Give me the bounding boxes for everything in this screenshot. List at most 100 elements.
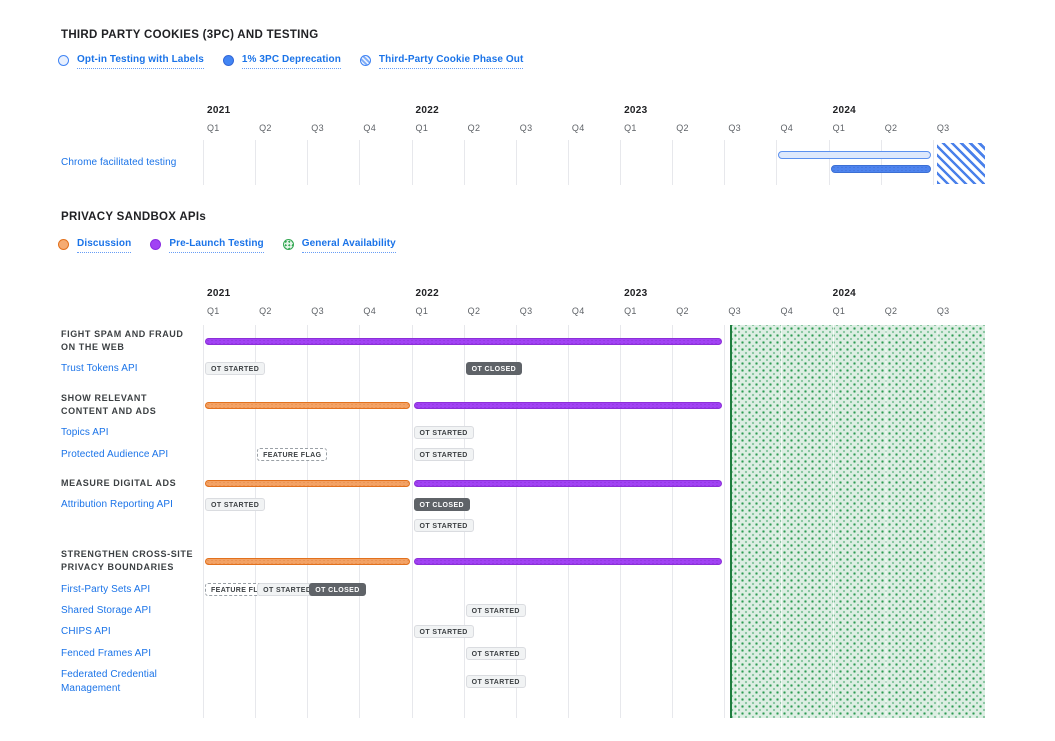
- row-api-link[interactable]: Fenced Frames API: [61, 647, 152, 659]
- row-api-link[interactable]: Chrome facilitated testing: [61, 156, 177, 168]
- row-api-link[interactable]: Shared Storage API: [61, 604, 152, 616]
- milestone-badge: OT STARTED: [465, 647, 526, 660]
- row-api-link[interactable]: Topics API: [61, 426, 109, 438]
- pre-launch-swatch-icon: [150, 238, 162, 250]
- legend-item-pre-launch-testing[interactable]: Pre-Launch Testing: [150, 238, 264, 253]
- gridline: [515, 140, 517, 185]
- axis-quarter-label: Q4: [780, 123, 794, 133]
- axis-quarter-label: Q4: [363, 123, 376, 133]
- gridline: [672, 140, 674, 185]
- milestone-badge: OT STARTED: [465, 675, 526, 688]
- legend-label: 1% 3PC Deprecation: [241, 54, 341, 69]
- general-availability-swatch-icon: [282, 238, 294, 250]
- gridline: [359, 325, 361, 718]
- axis-year-label: 2022: [415, 288, 439, 299]
- gantt-bar-solid-orange[interactable]: [205, 401, 410, 409]
- axis-quarter-label: Q1: [624, 306, 637, 316]
- milestone-badge: OT STARTED: [257, 583, 318, 596]
- legend-item-opt-in-testing[interactable]: Opt-in Testing with Labels: [58, 54, 204, 69]
- row-api-link[interactable]: Protected Audience API: [61, 448, 169, 460]
- gantt-chart-privacy-sandbox-apis: 2021 Q1 Q2 Q3 Q4 2022 Q1 Q2 Q3 Q4 2023 Q1 Q2 Q3 Q4 2024…: [0, 283, 1055, 728]
- gridline: [672, 325, 674, 718]
- opt-in-testing-swatch-icon: [58, 54, 69, 66]
- legend-label: Third-Party Cookie Phase Out: [378, 54, 524, 69]
- deprecation-swatch-icon: [222, 54, 234, 66]
- phase-out-swatch-icon: [359, 54, 371, 66]
- gridline: [255, 140, 257, 185]
- axis-quarter-label: Q1: [832, 306, 846, 316]
- legend-label: General Availability: [301, 238, 396, 253]
- axis-quarter-label: Q3: [311, 306, 324, 316]
- row-api-link[interactable]: CHIPS API: [61, 625, 111, 637]
- milestone-badge: OT CLOSED: [413, 498, 470, 511]
- milestone-badge: OT CLOSED: [309, 583, 366, 596]
- axis-quarter-label: Q3: [519, 306, 533, 316]
- axis-quarter-label: Q1: [207, 306, 220, 316]
- milestone-badge: FEATURE FLAG: [257, 448, 328, 461]
- axis-quarter-label: Q1: [415, 306, 429, 316]
- axis-quarter-label: Q2: [676, 306, 689, 316]
- axis-quarter-label: Q2: [467, 123, 481, 133]
- row-api-link[interactable]: Federated Credential Management: [61, 668, 157, 695]
- gridline: [932, 140, 934, 185]
- legend-item-general-availability[interactable]: General Availability: [282, 238, 396, 253]
- gantt-bar-solid-orange[interactable]: [205, 557, 410, 565]
- row-api-link[interactable]: First-Party Sets API: [61, 583, 151, 595]
- gantt-bar-solid-purple[interactable]: [205, 337, 723, 345]
- axis-quarter-label: Q4: [571, 306, 585, 316]
- gantt-bar-solid-purple[interactable]: [413, 401, 723, 409]
- row-group-label: FIGHT SPAM AND FRAUD ON THE WEB: [61, 329, 184, 352]
- axis-quarter-label: Q4: [780, 306, 794, 316]
- axis-quarter-label: Q2: [884, 306, 898, 316]
- axis-year-label: 2022: [415, 105, 439, 116]
- milestone-badge: OT CLOSED: [465, 362, 523, 375]
- gridline: [567, 325, 569, 718]
- gantt-bar-solid-purple[interactable]: [413, 557, 723, 565]
- gridline: [359, 140, 361, 185]
- axis-quarter-label: Q3: [936, 123, 950, 133]
- axis-quarter-label: Q3: [728, 306, 741, 316]
- axis-year-label: 2021: [207, 105, 231, 116]
- gridline: [411, 140, 413, 185]
- discussion-swatch-icon: [58, 238, 69, 250]
- axis-quarter-label: Q1: [207, 123, 220, 133]
- gantt-bar-outlined-blue[interactable]: [778, 151, 931, 159]
- axis-quarter-label: Q1: [624, 123, 637, 133]
- axis-quarter-label: Q4: [363, 306, 376, 316]
- row-api-link[interactable]: Trust Tokens API: [61, 362, 138, 374]
- row-group-label: SHOW RELEVANT CONTENT AND ADS: [61, 393, 157, 416]
- gridline: [776, 140, 778, 185]
- row-api-link[interactable]: Attribution Reporting API: [61, 498, 174, 510]
- axis-quarter-label: Q3: [519, 123, 533, 133]
- section-title-3pc: THIRD PARTY COOKIES (3PC) AND TESTING: [61, 28, 319, 41]
- milestone-badge: OT STARTED: [205, 498, 266, 511]
- axis-quarter-label: Q2: [884, 123, 898, 133]
- gantt-bar-solid-blue[interactable]: [830, 165, 931, 173]
- axis-year-label: 2024: [832, 288, 857, 299]
- legend-item-1pc-deprecation[interactable]: 1% 3PC Deprecation: [222, 54, 341, 69]
- axis-year-label: 2023: [624, 105, 648, 116]
- row-group-label: MEASURE DIGITAL ADS: [61, 477, 177, 488]
- gantt-bar-solid-orange[interactable]: [205, 479, 410, 487]
- legend-label: Pre-Launch Testing: [169, 238, 264, 253]
- gridline: [203, 325, 204, 718]
- gridline: [411, 325, 413, 718]
- axis-quarter-label: Q3: [311, 123, 324, 133]
- legend-item-phase-out[interactable]: Third-Party Cookie Phase Out: [359, 54, 524, 69]
- axis-quarter-label: Q3: [728, 123, 741, 133]
- region-dotted-green: [730, 325, 985, 718]
- gridline: [515, 325, 517, 718]
- gridline: [620, 325, 622, 718]
- axis-quarter-label: Q2: [467, 306, 481, 316]
- milestone-badge: OT STARTED: [465, 604, 526, 617]
- gridline: [255, 325, 257, 718]
- axis-quarter-label: Q3: [936, 306, 950, 316]
- legend-item-discussion[interactable]: Discussion: [58, 238, 132, 253]
- milestone-badge: OT STARTED: [413, 426, 474, 439]
- milestone-badge: OT STARTED: [413, 448, 474, 461]
- milestone-badge: OT STARTED: [413, 519, 474, 532]
- gantt-bar-solid-purple[interactable]: [413, 479, 723, 487]
- milestone-badge: OT STARTED: [205, 362, 266, 375]
- legend-label: Discussion: [77, 238, 132, 253]
- axis-quarter-label: Q1: [832, 123, 846, 133]
